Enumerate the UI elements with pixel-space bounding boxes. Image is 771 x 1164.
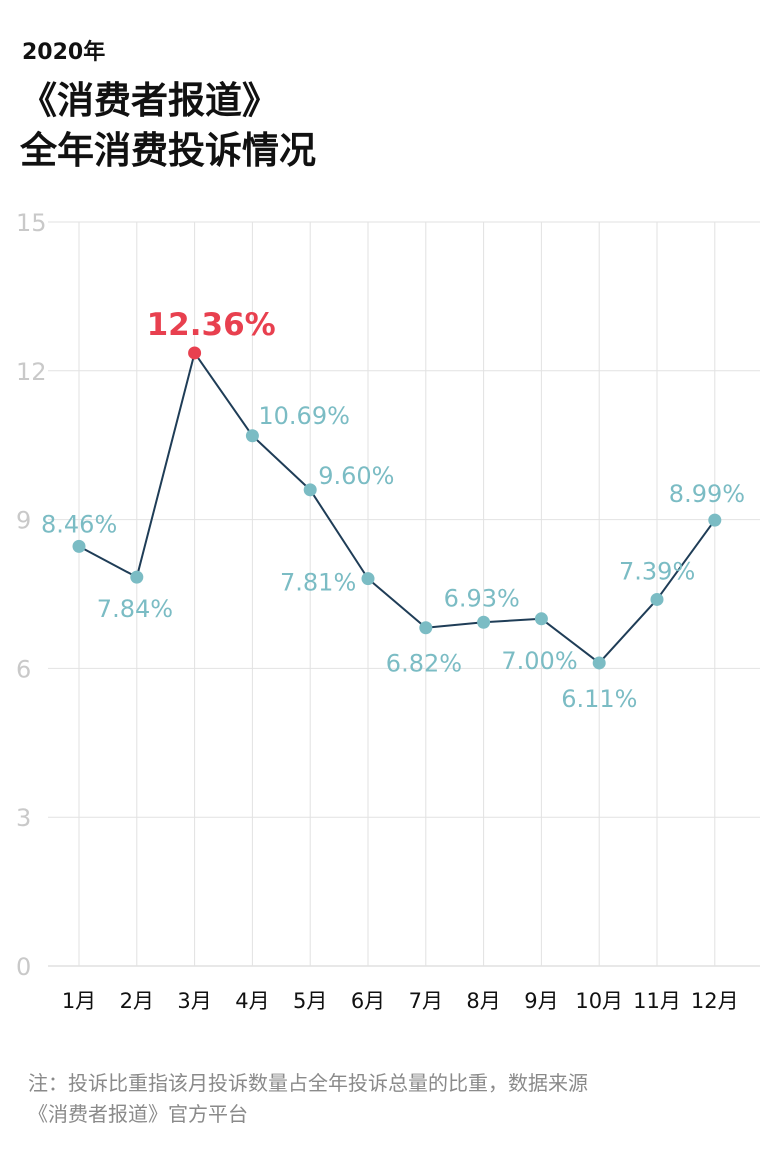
- x-tick-label: 12月: [691, 989, 739, 1013]
- x-tick-label: 3月: [177, 989, 211, 1013]
- data-point: [477, 615, 491, 629]
- series-line: [78, 351, 716, 664]
- x-tick-label: 6月: [351, 989, 385, 1013]
- data-point: [592, 656, 606, 670]
- footnote: 注：投诉比重指该月投诉数量占全年投诉总量的比重，数据来源 《消费者报道》官方平台: [28, 1068, 748, 1130]
- title-line-1: 《消费者报道》: [20, 79, 279, 122]
- y-tick-label: 9: [16, 507, 31, 535]
- data-label: 6.93%: [444, 584, 520, 612]
- data-point: [361, 572, 375, 586]
- x-tick-label: 4月: [235, 989, 269, 1013]
- data-point: [72, 539, 86, 553]
- x-tick-label: 7月: [409, 989, 443, 1013]
- data-point: [708, 513, 722, 527]
- y-tick-label: 12: [16, 358, 47, 386]
- data-point: [534, 612, 548, 626]
- data-point: [303, 483, 317, 497]
- y-tick-label: 15: [16, 209, 47, 237]
- x-tick-label: 8月: [466, 989, 500, 1013]
- data-point: [245, 429, 259, 443]
- chart-year: 2020年: [22, 40, 106, 65]
- data-label: 10.69%: [258, 402, 350, 430]
- highlight-point: [188, 346, 202, 360]
- data-label: 7.39%: [619, 557, 695, 585]
- data-label: 8.99%: [669, 480, 745, 508]
- data-label: 6.11%: [561, 685, 637, 713]
- x-tick-label: 5月: [293, 989, 327, 1013]
- x-tick-label: 10月: [575, 989, 623, 1013]
- data-point: [419, 621, 433, 635]
- y-tick-label: 3: [16, 804, 31, 832]
- footnote-line-1: 注：投诉比重指该月投诉数量占全年投诉总量的比重，数据来源: [28, 1071, 588, 1095]
- data-point: [650, 592, 664, 606]
- chart-title: 《消费者报道》 全年消费投诉情况: [20, 76, 316, 176]
- line-chart: 0 3 6 9 12 15 8.46% 7.84% 12.36% 10.69% 9.60% 7.81%…: [16, 209, 760, 1013]
- data-point: [130, 570, 144, 584]
- data-label: 6.82%: [386, 650, 462, 678]
- x-tick-label: 2月: [120, 989, 154, 1013]
- y-tick-label: 6: [16, 655, 31, 683]
- data-label: 7.84%: [97, 595, 173, 623]
- y-tick-label: 0: [16, 953, 31, 981]
- data-label: 7.81%: [280, 569, 356, 597]
- footnote-line-2: 《消费者报道》官方平台: [28, 1102, 248, 1126]
- data-label: 8.46%: [41, 510, 117, 538]
- x-tick-label: 9月: [524, 989, 558, 1013]
- data-label: 9.60%: [318, 462, 394, 490]
- data-label: 12.36%: [147, 307, 276, 343]
- x-tick-label: 11月: [633, 989, 681, 1013]
- x-tick-label: 1月: [62, 989, 96, 1013]
- title-line-2: 全年消费投诉情况: [20, 129, 316, 172]
- data-label: 7.00%: [501, 647, 577, 675]
